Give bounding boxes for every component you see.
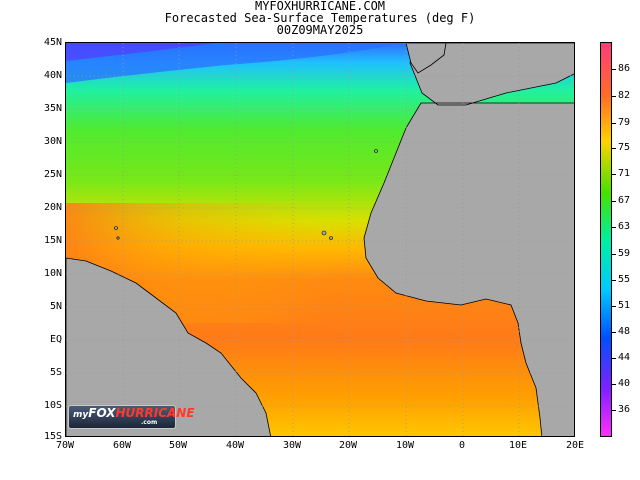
lat-label: 10N bbox=[43, 268, 62, 279]
colorbar-tick bbox=[612, 96, 616, 97]
colorbar-label: 40 bbox=[618, 378, 631, 389]
temperature-colorbar bbox=[600, 42, 612, 437]
colorbar-tick bbox=[612, 254, 616, 255]
lat-label: 45N bbox=[43, 37, 62, 48]
map-title: Forecasted Sea-Surface Temperatures (deg… bbox=[164, 11, 476, 25]
canary-islands bbox=[374, 149, 378, 153]
colorbar-label: 59 bbox=[618, 248, 631, 259]
colorbar-tick bbox=[612, 384, 616, 385]
lat-label: 40N bbox=[43, 70, 62, 81]
colorbar-label: 48 bbox=[618, 326, 631, 337]
myfoxhurricane-logo: myFOXHURRICANE .com bbox=[68, 405, 195, 429]
lon-label: 60W bbox=[112, 440, 132, 451]
colorbar-tick bbox=[612, 174, 616, 175]
colorbar-label: 75 bbox=[618, 142, 631, 153]
sst-map bbox=[65, 42, 575, 437]
lon-label: 20W bbox=[338, 440, 358, 451]
lat-label: 35N bbox=[43, 103, 62, 114]
lon-label: 10W bbox=[395, 440, 415, 451]
lat-label: 15S bbox=[43, 431, 62, 442]
lesser-antilles bbox=[114, 226, 118, 230]
cold-north-core bbox=[66, 43, 216, 61]
colorbar-label: 71 bbox=[618, 168, 631, 179]
forecast-timestamp: 00Z09MAY2025 bbox=[276, 23, 364, 37]
logo-hurricane-text: HURRICANE bbox=[115, 406, 195, 420]
lon-label: 20E bbox=[565, 440, 585, 451]
colorbar-label: 79 bbox=[618, 117, 631, 128]
site-name: MYFOXHURRICANE.COM bbox=[254, 0, 386, 13]
logo-fox-text: FOX bbox=[88, 406, 116, 420]
lon-label: 50W bbox=[168, 440, 188, 451]
colorbar-label: 55 bbox=[618, 274, 631, 285]
cape-verde-islands bbox=[321, 230, 327, 236]
lat-label: 10S bbox=[43, 400, 62, 411]
colorbar-tick bbox=[612, 201, 616, 202]
lat-label: 30N bbox=[43, 136, 62, 147]
lat-label: 25N bbox=[43, 169, 62, 180]
lon-label: 40W bbox=[225, 440, 245, 451]
lon-label: 10E bbox=[508, 440, 528, 451]
lon-label: 0 bbox=[458, 440, 466, 451]
lon-label: 30W bbox=[282, 440, 302, 451]
colorbar-label: 82 bbox=[618, 90, 631, 101]
colorbar-tick bbox=[612, 123, 616, 124]
colorbar-tick bbox=[612, 69, 616, 70]
lat-label: 5S bbox=[49, 367, 62, 378]
colorbar-label: 36 bbox=[618, 404, 631, 415]
colorbar-label: 67 bbox=[618, 195, 631, 206]
lat-label: 5N bbox=[49, 301, 62, 312]
colorbar-tick bbox=[612, 332, 616, 333]
colorbar-label: 44 bbox=[618, 352, 631, 363]
lat-label: 15N bbox=[43, 235, 62, 246]
colorbar-tick bbox=[612, 148, 616, 149]
colorbar-tick bbox=[612, 410, 616, 411]
colorbar-tick bbox=[612, 358, 616, 359]
colorbar-tick bbox=[612, 280, 616, 281]
title-block: MYFOXHURRICANE.COM Forecasted Sea-Surfac… bbox=[0, 0, 640, 36]
logo-com-text: .com bbox=[141, 419, 158, 426]
iberia-landmass bbox=[405, 43, 447, 74]
logo-my-text: my bbox=[73, 410, 89, 420]
colorbar-label: 51 bbox=[618, 300, 631, 311]
lat-label: EQ bbox=[49, 334, 62, 345]
lat-label: 20N bbox=[43, 202, 62, 213]
south-america-landmass bbox=[66, 257, 272, 436]
colorbar-label: 63 bbox=[618, 221, 631, 232]
colorbar-label: 86 bbox=[618, 63, 631, 74]
colorbar-tick bbox=[612, 227, 616, 228]
lon-label: 70W bbox=[55, 440, 75, 451]
colorbar-tick bbox=[612, 306, 616, 307]
